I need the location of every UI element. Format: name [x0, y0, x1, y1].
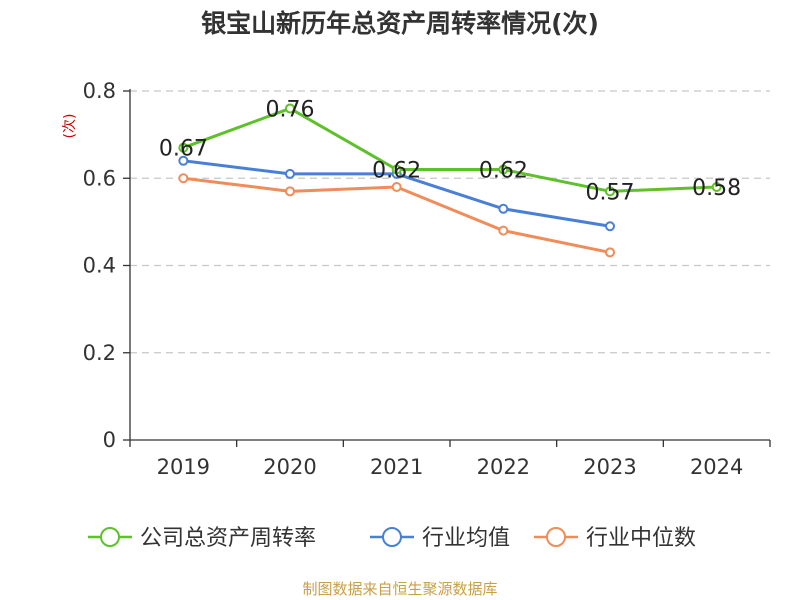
axes	[123, 89, 771, 447]
data-point	[711, 181, 722, 192]
y-tick-label: 0.8	[83, 79, 116, 103]
data-point	[498, 203, 509, 214]
series-line-0	[182, 106, 717, 193]
data-point	[178, 173, 189, 184]
grid-lines	[130, 90, 770, 354]
series-points	[178, 103, 722, 258]
series-lines	[182, 106, 717, 254]
legend-item: 行业中位数	[534, 526, 696, 551]
data-label: 0.57	[586, 180, 635, 205]
y-axis-ticks: 0 0.2 0.4 0.6 0.8	[83, 79, 116, 452]
y-tick-label: 0.6	[83, 166, 116, 190]
legend-label: 行业中位数	[586, 526, 696, 551]
chart-title: 银宝山新历年总资产周转率情况(次)	[201, 9, 599, 38]
data-point	[391, 164, 402, 175]
legend-swatch-marker	[382, 527, 402, 547]
x-tick-label: 2022	[477, 455, 530, 479]
data-label: 0.58	[692, 176, 741, 201]
data-point	[605, 247, 615, 258]
data-point	[178, 142, 189, 153]
data-point	[285, 103, 295, 114]
y-tick-label: 0.4	[83, 254, 116, 278]
data-point	[178, 155, 189, 166]
legend: 公司总资产周转率 行业均值 行业中位数	[88, 526, 696, 551]
data-label: 0.76	[266, 97, 315, 122]
legend-swatch-marker	[546, 527, 566, 547]
x-tick-label: 2019	[157, 455, 210, 479]
legend-label: 公司总资产周转率	[140, 526, 316, 551]
x-axis-ticks: 2019 2020 2021 2022 2023 2024	[157, 455, 744, 479]
legend-swatch-marker	[100, 527, 120, 547]
source-note: 制图数据来自恒生聚源数据库	[302, 580, 497, 598]
data-label: 0.62	[479, 159, 528, 184]
data-label: 0.67	[159, 137, 208, 162]
data-point	[285, 186, 295, 197]
data-point	[285, 168, 295, 179]
x-tick-label: 2021	[370, 455, 423, 479]
x-tick-label: 2024	[690, 455, 743, 479]
data-point	[498, 164, 509, 175]
data-point	[605, 186, 615, 197]
data-point	[605, 221, 615, 232]
legend-item: 公司总资产周转率	[88, 526, 316, 551]
x-tick-label: 2020	[263, 455, 316, 479]
data-label: 0.62	[372, 159, 421, 184]
data-labels: 0.67 0.76 0.62 0.62 0.57 0.58	[159, 97, 741, 205]
y-tick-label: 0.2	[83, 341, 116, 365]
data-point	[498, 225, 509, 236]
x-tick-label: 2023	[583, 455, 636, 479]
data-point	[391, 181, 402, 192]
y-tick-label: 0	[103, 428, 116, 452]
y-axis-label: (次)	[62, 114, 78, 139]
legend-label: 行业均值	[422, 526, 510, 551]
legend-item: 行业均值	[370, 526, 510, 551]
